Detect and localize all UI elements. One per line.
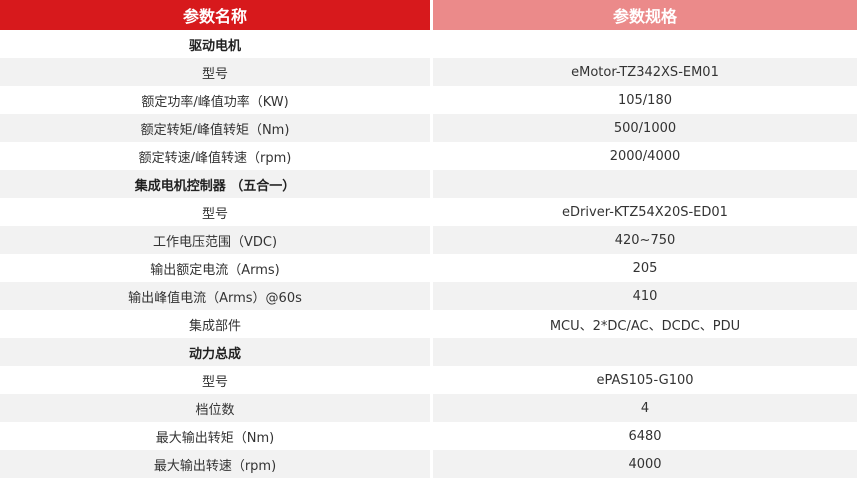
param-name: 额定转速/峰值转速（rpm) xyxy=(138,150,292,166)
section-title: 动力总成 xyxy=(0,338,430,366)
table-row: 最大输出转矩（Nm) 6480 xyxy=(0,422,857,450)
table-row: 输出峰值电流（Arms）@60s 410 xyxy=(0,282,857,310)
param-name: 输出额定电流（Arms) xyxy=(150,262,280,278)
param-value: 2000/4000 xyxy=(609,148,681,164)
param-value: 410 xyxy=(433,282,857,310)
param-value xyxy=(433,338,857,366)
param-value: 500/1000 xyxy=(433,114,857,142)
param-name: 型号 xyxy=(201,374,228,390)
table-row: 型号 ePAS105-G100 xyxy=(0,366,857,394)
param-name: 额定功率/峰值功率（KW) xyxy=(141,94,289,110)
table-row: 型号 eDriver-KTZ54X20S-ED01 xyxy=(0,198,857,226)
param-value: 420~750 xyxy=(433,226,857,254)
param-value: MCU、2*DC/AC、DCDC、PDU xyxy=(549,318,741,334)
section-title: 驱动电机 xyxy=(188,38,241,54)
param-name: 档位数 xyxy=(0,394,430,422)
param-value xyxy=(433,30,857,58)
table-row: 额定转矩/峰值转矩（Nm) 500/1000 xyxy=(0,114,857,142)
table-row: 额定转速/峰值转速（rpm) 2000/4000 xyxy=(0,142,857,170)
table-row: 集成部件 MCU、2*DC/AC、DCDC、PDU xyxy=(0,310,857,338)
header-param-spec: 参数规格 xyxy=(433,0,857,30)
param-name: 最大输出转矩（Nm) xyxy=(155,430,275,446)
param-name: 型号 xyxy=(0,58,430,86)
param-value: 105/180 xyxy=(617,92,672,108)
header-param-name: 参数名称 xyxy=(0,0,430,30)
table-header: 参数名称 参数规格 xyxy=(0,0,857,30)
section-row: 驱动电机 xyxy=(0,30,857,58)
param-name: 最大输出转速（rpm) xyxy=(0,450,430,478)
table-row: 最大输出转速（rpm) 4000 xyxy=(0,450,857,478)
param-value: 205 xyxy=(632,260,658,276)
table-row: 档位数 4 xyxy=(0,394,857,422)
param-value xyxy=(433,170,857,198)
table-row: 额定功率/峰值功率（KW) 105/180 xyxy=(0,86,857,114)
param-value: ePAS105-G100 xyxy=(596,372,694,388)
section-title: 集成电机控制器 （五合一） xyxy=(0,170,430,198)
param-name: 型号 xyxy=(201,206,228,222)
section-row: 动力总成 xyxy=(0,338,857,366)
param-name: 集成部件 xyxy=(188,318,241,334)
table-row: 输出额定电流（Arms) 205 xyxy=(0,254,857,282)
param-value: 4000 xyxy=(433,450,857,478)
table-row: 工作电压范围（VDC) 420~750 xyxy=(0,226,857,254)
param-value: 4 xyxy=(433,394,857,422)
param-value: eMotor-TZ342XS-EM01 xyxy=(433,58,857,86)
param-name: 输出峰值电流（Arms）@60s xyxy=(0,282,430,310)
param-name: 工作电压范围（VDC) xyxy=(0,226,430,254)
param-name: 额定转矩/峰值转矩（Nm) xyxy=(0,114,430,142)
param-value: 6480 xyxy=(628,428,662,444)
table-row: 型号 eMotor-TZ342XS-EM01 xyxy=(0,58,857,86)
section-row: 集成电机控制器 （五合一） xyxy=(0,170,857,198)
param-value: eDriver-KTZ54X20S-ED01 xyxy=(562,204,728,220)
